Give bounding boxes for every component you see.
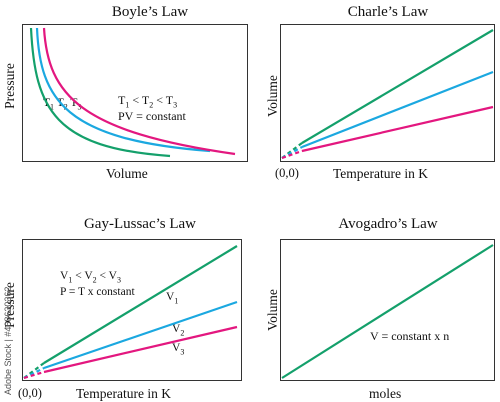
charles-line-steep xyxy=(301,29,494,144)
boyle-plot-frame xyxy=(22,24,248,162)
gaylussac-label-v2: V2 xyxy=(172,323,185,338)
charles-line-middle xyxy=(301,70,494,149)
gaylussac-label-v1: V1 xyxy=(166,291,179,306)
gaylussac-x-axis-label: Temperature in K xyxy=(76,386,172,401)
boyle-relation: T1 < T2 < T3 xyxy=(118,93,178,110)
stock-watermark: Adobe Stock | #468630362 xyxy=(3,286,13,395)
charles-line-shallow xyxy=(301,105,494,153)
boyle-equation: PV = constant xyxy=(118,109,186,123)
charles-origin-label: (0,0) xyxy=(275,166,299,180)
gaylussac-origin-label: (0,0) xyxy=(18,386,42,400)
boyle-curve-t3 xyxy=(42,27,236,156)
avogadro-line xyxy=(281,244,494,379)
gaylussac-label-v3: V3 xyxy=(172,342,185,357)
gaylussac-equation: P = T x constant xyxy=(60,286,135,298)
avogadro-equation: V = constant x n xyxy=(370,329,450,343)
boyle-curve-t2 xyxy=(35,27,211,153)
charles-title: Charle’s Law xyxy=(347,4,429,20)
gaylussac-line-v2 xyxy=(43,300,238,370)
gaylussac-line-v3-dashed xyxy=(23,370,45,380)
boyle-title: Boyle’s Law xyxy=(111,4,189,20)
gaylussac-relation: V1 < V2 < V3 xyxy=(60,270,121,285)
charles-x-axis-label: Temperature in K xyxy=(333,166,429,181)
boyle-x-axis-label: Volume xyxy=(106,166,148,181)
gaylussac-line-v3 xyxy=(43,325,238,374)
gaylussac-title: Gay-Lussac’s Law xyxy=(83,216,197,232)
charles-line-shallow-dashed xyxy=(281,149,303,160)
avogadro-title: Avogadro’s Law xyxy=(338,216,438,232)
boyle-curve-t1 xyxy=(29,27,171,158)
gaylussac-line-v1 xyxy=(43,245,238,364)
avogadro-x-axis-label: moles xyxy=(369,386,402,401)
